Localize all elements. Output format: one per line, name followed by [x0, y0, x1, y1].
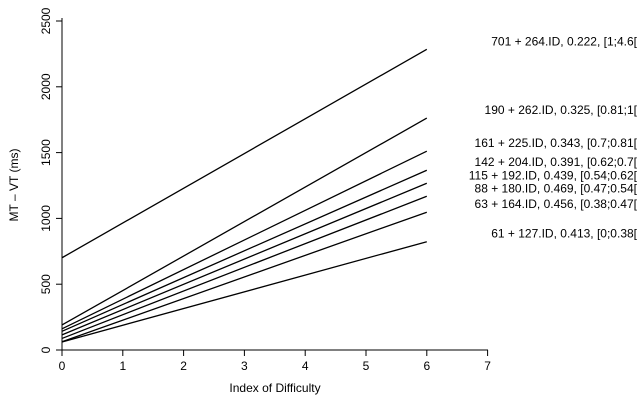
series-line — [61, 117, 428, 326]
series-annotation: 63 + 164.ID, 0.456, [0.38;0.47[ — [475, 197, 638, 211]
series-annotation: 142 + 204.ID, 0.391, [0.62;0.7[ — [475, 155, 638, 169]
series-annotation: 61 + 127.ID, 0.413, [0;0.38[ — [491, 227, 637, 241]
axes — [61, 18, 488, 351]
x-tick-label: 3 — [241, 359, 248, 373]
x-tick-label: 6 — [423, 359, 430, 373]
y-tick-label: 2500 — [39, 7, 53, 34]
x-tick-label: 5 — [363, 359, 370, 373]
series-line — [61, 195, 428, 340]
series-line — [61, 182, 428, 336]
y-tick-label: 1500 — [39, 139, 53, 166]
y-tick-label: 2000 — [39, 73, 53, 100]
x-tick-label: 1 — [119, 359, 126, 373]
y-tick-label: 500 — [39, 274, 53, 294]
x-tick-label: 2 — [180, 359, 187, 373]
series-line — [61, 48, 428, 259]
x-tick-label: 4 — [302, 359, 309, 373]
y-tick-label: 0 — [39, 346, 53, 353]
x-axis-label: Index of Difficulty — [229, 381, 320, 395]
series-annotation: 161 + 225.ID, 0.343, [0.7;0.81[ — [475, 136, 638, 150]
y-axis-label: MT – VT (ms) — [7, 149, 21, 222]
series-line — [61, 241, 427, 343]
annotations: 701 + 264.ID, 0.222, [1;4.6[ 190 + 262.ID… — [469, 34, 638, 240]
x-tick-label: 0 — [59, 359, 66, 373]
series-line — [61, 150, 428, 330]
y-tick-label: 1000 — [39, 205, 53, 232]
series-lines — [61, 48, 428, 343]
series-line — [61, 169, 428, 332]
y-ticks: 0 500 1000 1500 2000 2500 — [39, 7, 62, 353]
series-annotation: 115 + 192.ID, 0.439, [0.54;0.62[ — [469, 168, 638, 182]
series-line — [61, 211, 428, 343]
x-tick-label: 7 — [484, 359, 491, 373]
series-annotation: 190 + 262.ID, 0.325, [0.81;1[ — [485, 103, 638, 117]
x-ticks: 0 1 2 3 4 5 6 7 — [59, 350, 491, 373]
series-annotation: 701 + 264.ID, 0.222, [1;4.6[ — [491, 34, 637, 48]
series-annotation: 88 + 180.ID, 0.469, [0.47;0.54[ — [475, 181, 638, 195]
